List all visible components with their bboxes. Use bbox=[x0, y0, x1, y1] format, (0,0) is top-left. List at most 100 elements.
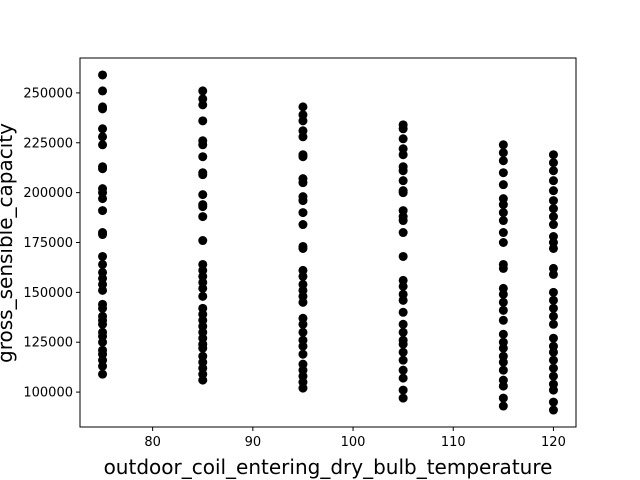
data-point bbox=[498, 393, 508, 403]
y-tick-label: 125000 bbox=[23, 336, 73, 351]
data-point bbox=[398, 188, 408, 198]
y-tick-label: 150000 bbox=[23, 286, 73, 301]
data-point bbox=[548, 176, 558, 186]
data-point bbox=[198, 375, 208, 385]
data-point bbox=[98, 70, 108, 80]
data-point bbox=[98, 132, 108, 142]
data-point bbox=[498, 289, 508, 299]
data-point bbox=[398, 295, 408, 305]
data-point bbox=[498, 200, 508, 210]
data-point bbox=[98, 140, 108, 150]
data-point bbox=[548, 287, 558, 297]
data-point bbox=[548, 220, 558, 230]
data-point bbox=[498, 168, 508, 178]
data-point bbox=[198, 212, 208, 222]
x-tick-label: 120 bbox=[541, 435, 566, 450]
data-point bbox=[198, 116, 208, 126]
data-point bbox=[98, 319, 108, 329]
data-point bbox=[548, 333, 558, 343]
data-point bbox=[298, 178, 308, 188]
data-point bbox=[398, 166, 408, 176]
data-point bbox=[198, 140, 208, 150]
data-point bbox=[98, 206, 108, 216]
data-point bbox=[298, 327, 308, 337]
data-point bbox=[298, 243, 308, 253]
data-point bbox=[98, 361, 108, 371]
data-point bbox=[548, 243, 558, 253]
data-point bbox=[198, 86, 208, 96]
data-point bbox=[498, 216, 508, 226]
data-point bbox=[498, 343, 508, 353]
data-point bbox=[298, 152, 308, 162]
data-point bbox=[548, 204, 558, 214]
data-point bbox=[398, 150, 408, 160]
data-point bbox=[498, 156, 508, 166]
data-point bbox=[98, 303, 108, 313]
data-point bbox=[98, 369, 108, 379]
data-point bbox=[548, 295, 558, 305]
y-tick-label: 175000 bbox=[23, 236, 73, 251]
data-point bbox=[398, 385, 408, 395]
data-point bbox=[298, 116, 308, 126]
data-point bbox=[498, 140, 508, 150]
data-point bbox=[398, 176, 408, 186]
data-point bbox=[298, 341, 308, 351]
data-point bbox=[398, 347, 408, 357]
data-point bbox=[548, 150, 558, 160]
data-point bbox=[398, 216, 408, 226]
y-tick-label: 200000 bbox=[23, 186, 73, 201]
data-point bbox=[98, 104, 108, 114]
data-point bbox=[98, 230, 108, 240]
data-point bbox=[298, 208, 308, 218]
data-point bbox=[198, 190, 208, 200]
data-point bbox=[548, 186, 558, 196]
data-point bbox=[298, 349, 308, 359]
data-point bbox=[498, 208, 508, 218]
y-axis-label: gross_sensible_capacity bbox=[0, 123, 17, 363]
data-point bbox=[98, 86, 108, 96]
data-point bbox=[398, 307, 408, 317]
data-point bbox=[398, 355, 408, 365]
data-point bbox=[498, 263, 508, 273]
data-point bbox=[198, 100, 208, 110]
data-point bbox=[548, 385, 558, 395]
data-point bbox=[398, 251, 408, 261]
data-point bbox=[398, 281, 408, 291]
data-point bbox=[298, 383, 308, 393]
data-point bbox=[398, 124, 408, 134]
data-point bbox=[498, 401, 508, 411]
x-tick-label: 110 bbox=[441, 435, 466, 450]
data-point bbox=[498, 357, 508, 367]
data-point bbox=[398, 327, 408, 337]
data-point bbox=[548, 355, 558, 365]
data-point bbox=[548, 166, 558, 176]
data-point bbox=[548, 397, 558, 407]
data-point bbox=[298, 102, 308, 112]
data-point bbox=[548, 363, 558, 373]
data-point bbox=[298, 132, 308, 142]
data-point bbox=[298, 220, 308, 230]
data-point bbox=[548, 319, 558, 329]
data-point bbox=[548, 405, 558, 415]
data-point bbox=[548, 158, 558, 168]
data-point bbox=[98, 194, 108, 204]
data-point bbox=[98, 124, 108, 134]
data-point bbox=[298, 196, 308, 206]
data-point bbox=[498, 329, 508, 339]
data-point bbox=[198, 291, 208, 301]
data-point bbox=[548, 212, 558, 222]
y-tick-label: 100000 bbox=[23, 386, 73, 401]
data-point bbox=[498, 228, 508, 238]
data-point bbox=[498, 297, 508, 307]
x-axis-ticks: 80 90 100 110 120 bbox=[144, 427, 566, 450]
data-point bbox=[198, 170, 208, 180]
data-point bbox=[548, 371, 558, 381]
data-point bbox=[398, 228, 408, 238]
data-point bbox=[498, 305, 508, 315]
y-tick-label: 250000 bbox=[23, 86, 73, 101]
data-point bbox=[298, 319, 308, 329]
data-point bbox=[398, 373, 408, 383]
data-point bbox=[198, 202, 208, 212]
